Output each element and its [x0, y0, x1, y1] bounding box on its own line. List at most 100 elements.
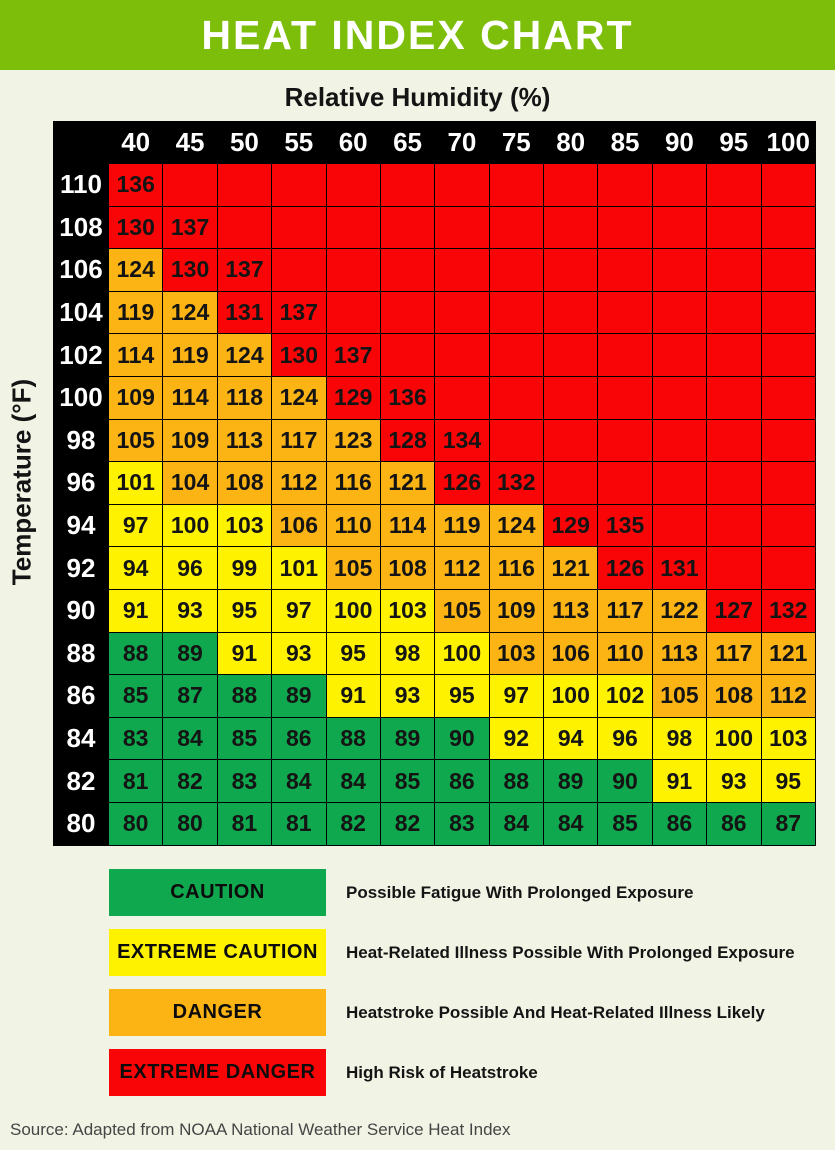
heat-index-cell: 100: [162, 503, 218, 548]
heat-index-cell: 93: [271, 631, 327, 676]
heat-index-cell: 97: [271, 588, 327, 633]
heat-index-cell: 121: [760, 631, 816, 676]
heat-index-cell: 86: [706, 801, 762, 846]
table-row: 108 130 137: [53, 205, 816, 250]
heat-index-cell: 116: [325, 461, 381, 505]
humidity-header-cell: 50: [216, 121, 273, 164]
heat-index-cell: [760, 461, 816, 505]
heat-index-cell: 108: [379, 546, 436, 590]
heat-index-cell: [760, 418, 816, 463]
heat-index-cell: 135: [597, 503, 653, 548]
legend-item: CAUTION Possible Fatigue With Prolonged E…: [109, 869, 795, 916]
heat-index-cell: [597, 375, 653, 420]
heat-index-cell: 131: [651, 546, 708, 590]
heat-index-cell: 124: [271, 375, 327, 420]
heat-index-cell: [325, 205, 381, 250]
heat-index-table: 40 45 50 55 60 65 70 75 80 85 90 95 100 110 136 108 130…: [53, 121, 816, 846]
heat-index-cell: [542, 333, 599, 377]
legend: CAUTION Possible Fatigue With Prolonged E…: [109, 869, 795, 1109]
heat-index-cell: [542, 163, 599, 207]
heat-index-cell: 122: [651, 588, 708, 633]
heat-index-cell: [597, 163, 653, 207]
heat-index-cell: 83: [434, 801, 490, 846]
heat-index-cell: 85: [379, 759, 436, 803]
heat-index-cell: 124: [107, 248, 164, 292]
legend-description: High Risk of Heatstroke: [346, 1062, 538, 1082]
heat-index-cell: 85: [107, 674, 164, 718]
heat-index-cell: 84: [488, 801, 545, 846]
heat-index-cell: 136: [107, 163, 164, 207]
heat-index-cell: 114: [107, 333, 164, 377]
table-row: 102 114 119 124 130 137: [53, 333, 816, 377]
humidity-header-cell: 40: [107, 121, 164, 164]
heat-index-cell: 112: [760, 674, 816, 718]
heat-index-cell: 90: [597, 759, 653, 803]
temperature-header-cell: 82: [53, 759, 109, 803]
heat-index-cell: [379, 290, 436, 335]
temperature-header-cell: 100: [53, 375, 109, 420]
heat-index-cell: [651, 375, 708, 420]
heat-index-cell: 84: [162, 716, 218, 761]
heat-index-cell: 101: [107, 461, 164, 505]
heat-index-cell: 88: [107, 631, 164, 676]
heat-index-cell: 124: [488, 503, 545, 548]
heat-index-cell: 82: [325, 801, 381, 846]
heat-index-cell: 89: [379, 716, 436, 761]
heat-index-cell: 86: [651, 801, 708, 846]
heat-index-cell: 136: [379, 375, 436, 420]
heat-index-cell: 96: [162, 546, 218, 590]
heat-index-cell: 113: [542, 588, 599, 633]
temperature-header-cell: 92: [53, 546, 109, 590]
heat-index-cell: 129: [325, 375, 381, 420]
heat-index-cell: [488, 163, 545, 207]
heat-index-cell: [651, 461, 708, 505]
heat-index-cell: 108: [216, 461, 273, 505]
heat-index-cell: 101: [271, 546, 327, 590]
heat-index-cell: 91: [325, 674, 381, 718]
heat-index-cell: 100: [542, 674, 599, 718]
heat-index-cell: 126: [434, 461, 490, 505]
legend-item: DANGER Heatstroke Possible And Heat-Relat…: [109, 989, 795, 1036]
heat-index-cell: [542, 418, 599, 463]
heat-index-cell: 132: [760, 588, 816, 633]
heat-index-cell: 109: [162, 418, 218, 463]
heat-index-cell: [271, 163, 327, 207]
heat-index-cell: [216, 205, 273, 250]
heat-index-cell: 110: [597, 631, 653, 676]
table-row: 96 101 104 108 112 116 121 126 132: [53, 461, 816, 505]
legend-swatch: EXTREME DANGER: [109, 1049, 326, 1096]
heat-index-cell: 130: [162, 248, 218, 292]
heat-index-cell: [488, 248, 545, 292]
temperature-header-cell: 106: [53, 248, 109, 292]
heat-index-cell: [379, 333, 436, 377]
table-row: 84 83 84 85 86 88 89 90 92 94 96 98 100 103: [53, 716, 816, 761]
heat-index-cell: 90: [434, 716, 490, 761]
heat-index-cell: 85: [216, 716, 273, 761]
heat-index-cell: [434, 248, 490, 292]
heat-index-cell: 110: [325, 503, 381, 548]
heat-index-cell: 100: [706, 716, 762, 761]
heat-index-cell: 103: [216, 503, 273, 548]
heat-index-cell: 137: [162, 205, 218, 250]
heat-index-cell: 124: [162, 290, 218, 335]
heat-index-cell: 91: [107, 588, 164, 633]
heat-index-cell: [651, 418, 708, 463]
temperature-header-cell: 94: [53, 503, 109, 548]
legend-description: Possible Fatigue With Prolonged Exposure: [346, 882, 694, 902]
heat-index-cell: [434, 333, 490, 377]
heat-index-cell: [488, 333, 545, 377]
heat-index-cell: 105: [651, 674, 708, 718]
temperature-header-cell: 110: [53, 163, 109, 207]
heat-index-cell: [542, 248, 599, 292]
heat-index-cell: [651, 290, 708, 335]
heat-index-cell: 83: [216, 759, 273, 803]
heat-index-cell: [216, 163, 273, 207]
legend-swatch: EXTREME CAUTION: [109, 929, 326, 976]
heat-index-cell: [271, 248, 327, 292]
heat-index-cell: 127: [706, 588, 762, 633]
heat-index-cell: 102: [597, 674, 653, 718]
legend-description: Heat-Related Illness Possible With Prolo…: [346, 942, 795, 962]
heat-index-cell: 86: [434, 759, 490, 803]
heat-index-cell: 117: [597, 588, 653, 633]
